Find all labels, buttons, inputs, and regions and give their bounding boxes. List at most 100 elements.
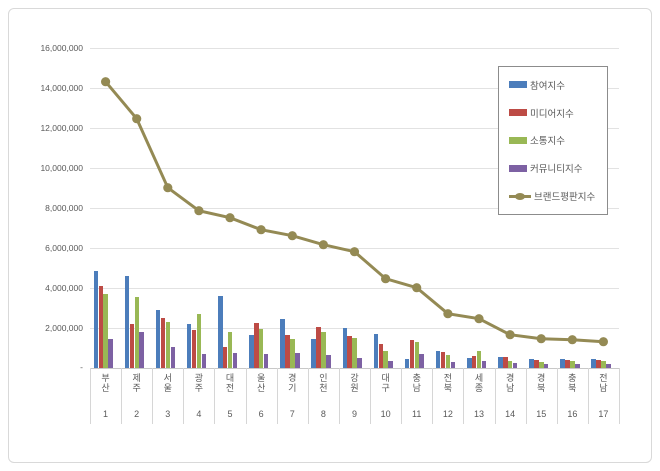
gridline [90,327,619,329]
line-marker [567,335,577,345]
bar [201,353,207,368]
category-separator [307,368,309,424]
y-axis-zero-label: - [80,361,83,372]
y-axis-tick-label: 10,000,000 [40,162,83,173]
legend-label: 미디어지수 [530,108,574,120]
bar [409,339,415,368]
category-separator [245,368,247,424]
bar [165,321,171,368]
bar [160,317,166,368]
bar [196,313,202,368]
bar [471,355,477,368]
bar [311,338,316,368]
rank-label: 5 [227,409,233,419]
bar [98,285,103,368]
gridline [90,87,619,89]
line-marker [412,283,422,293]
category-label: 광 주 [194,373,204,393]
legend-bar-swatch-icon [509,136,527,144]
category-label: 충 북 [568,373,577,393]
category-label: 서 울 [163,373,172,393]
bar [383,350,388,368]
x-axis-line [90,368,620,369]
bar [467,357,472,368]
category-label: 대 구 [381,373,390,393]
bar [450,361,456,368]
category-separator [556,368,558,424]
line-marker [256,225,266,235]
category-separator [401,368,403,424]
bar [539,361,544,368]
rank-label: 12 [442,409,453,419]
bar [290,338,295,368]
bar [373,333,379,368]
legend-line-marker [515,192,525,200]
bar [529,358,534,368]
bar [445,354,451,368]
legend-label: 소통지수 [530,136,565,148]
y-axis-tick-label: 6,000,000 [45,242,83,253]
bar [186,323,192,368]
bar [124,275,130,368]
category-separator [463,368,465,424]
category-label: 부 산 [101,373,110,393]
rank-label: 4 [196,409,202,419]
bar [435,350,441,368]
legend-item: 참여지수 [509,78,607,92]
bar [263,353,269,368]
rank-label: 15 [536,409,547,419]
bar [280,318,285,368]
gridline [90,287,619,289]
category-label: 울 산 [256,373,266,393]
line-marker [287,231,297,241]
bar [352,337,357,368]
legend-label: 참여지수 [530,80,565,92]
line-marker [381,274,391,284]
category-label: 경 북 [537,373,546,393]
bar [218,295,223,368]
bar [606,363,611,368]
rank-label: 10 [380,409,391,419]
legend-item: 커뮤니티지수 [509,161,607,175]
category-separator [90,368,91,424]
rank-label: 1 [103,409,109,419]
gridline [90,167,619,169]
line-marker [318,240,328,250]
bar [476,350,482,368]
bar [129,323,135,368]
bar [419,353,424,368]
bar [347,335,352,368]
bar [512,362,518,368]
category-label: 인 천 [319,373,328,393]
bar [560,358,565,368]
category-label: 제 주 [132,373,141,393]
line-marker [536,334,546,344]
bar [570,360,575,368]
bar [591,358,596,368]
category-separator [619,368,620,424]
bar [440,351,446,368]
category-separator [183,368,185,424]
y-axis-tick-label: 14,000,000 [40,82,83,93]
bar [378,343,384,368]
legend-bar-swatch-icon [509,81,527,89]
line-marker [598,337,609,347]
rank-label: 11 [412,409,422,419]
bar [507,360,513,368]
bar [388,360,393,368]
bar [134,296,140,368]
bar [503,356,508,368]
gridline [90,207,619,209]
bar [254,322,259,368]
bar [534,359,539,368]
line-marker [132,114,142,124]
category-label: 경 남 [505,373,515,393]
bar [498,356,503,368]
bar [191,329,197,368]
bar [342,327,348,368]
bar [155,309,161,368]
legend-item: 브랜드평판지수 [509,189,607,203]
gridline [90,127,619,129]
